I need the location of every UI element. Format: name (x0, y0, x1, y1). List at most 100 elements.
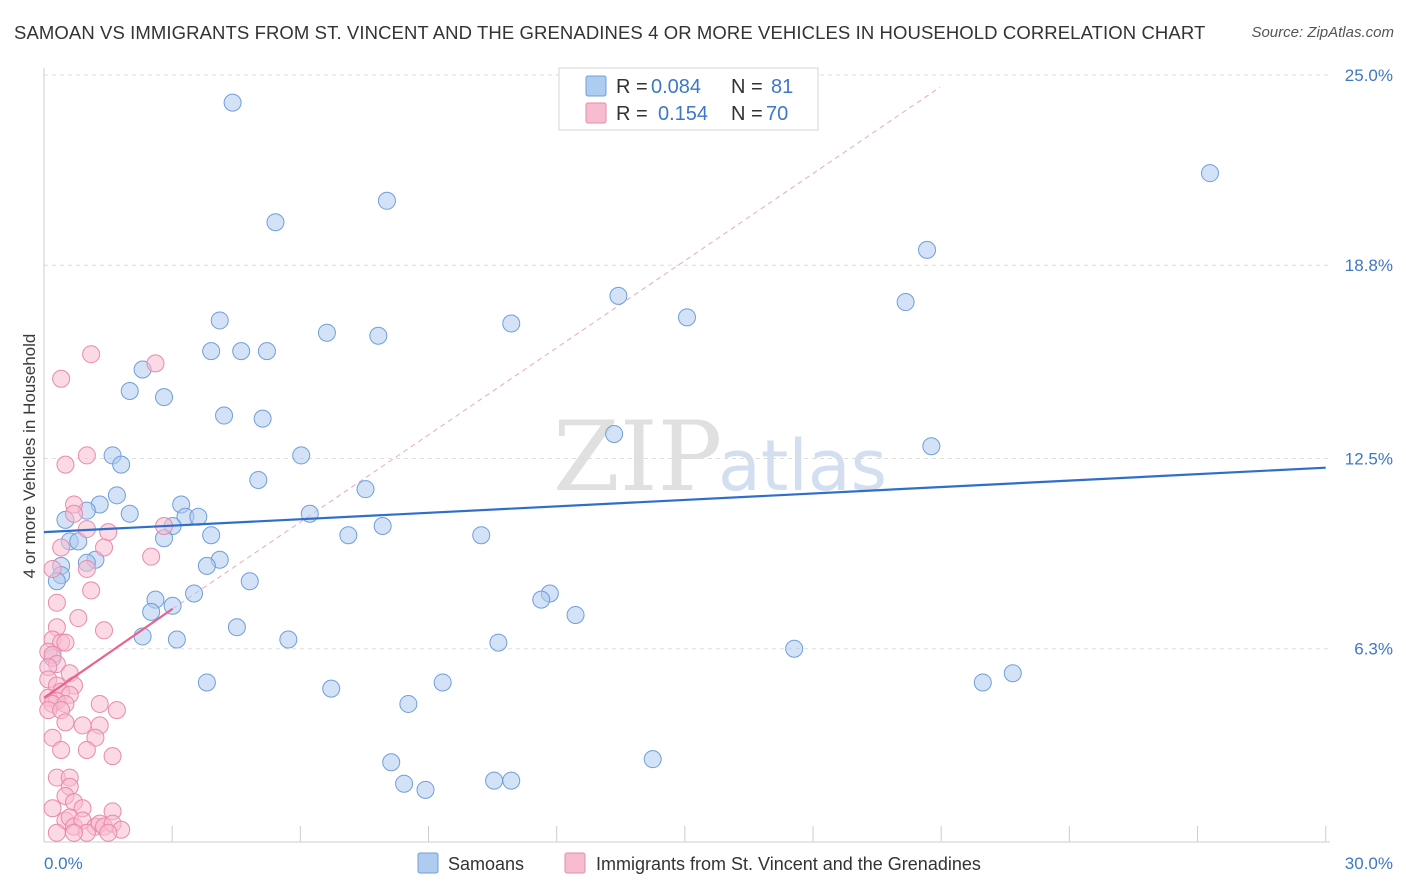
samoans-point (120, 504, 139, 523)
samoans-point (399, 694, 418, 713)
y-axis-label: 4 or more Vehicles in Household (20, 334, 39, 579)
svg-immigrants-trend-line (43, 607, 174, 699)
samoans-point (232, 342, 251, 361)
samoans-point (69, 532, 88, 551)
svg-immigrants-point (43, 799, 62, 818)
samoans-point (266, 213, 285, 232)
samoans-point (185, 584, 204, 603)
diagonal-reference-line (172, 86, 941, 610)
samoans-point (249, 470, 268, 489)
svg-immigrants-point (146, 354, 165, 373)
svg-immigrants-point (52, 538, 71, 557)
svg-immigrants-point (52, 740, 71, 759)
samoans-point (416, 780, 435, 799)
samoans-trend-line (43, 466, 1326, 534)
samoans-point (472, 526, 491, 545)
samoans-point (107, 486, 126, 505)
samoans-point (189, 507, 208, 526)
samoans-point (112, 455, 131, 474)
svg-immigrants-point (43, 728, 62, 747)
y-tick-label: 25.0% (1345, 66, 1393, 85)
legend-n-label-samoans: N = (731, 76, 763, 98)
samoans-point (395, 774, 414, 793)
series-legend: Samoans Immigrants from St. Vincent and … (417, 852, 981, 874)
samoans-point (167, 630, 186, 649)
svg-immigrants-point (65, 823, 84, 842)
samoans-point (197, 556, 216, 575)
legend-n-label-svg-immigrants: N = (731, 103, 763, 125)
svg-immigrants-point (142, 547, 161, 566)
svg-immigrants-point (95, 538, 114, 557)
samoans-point (918, 240, 937, 259)
svg-immigrants-point (95, 621, 114, 640)
svg-immigrants-point (77, 740, 96, 759)
samoans-point (292, 446, 311, 465)
svg-immigrants-point (43, 559, 62, 578)
series-legend-swatch-samoans (417, 852, 439, 874)
legend-swatch-svg-immigrants (585, 102, 607, 124)
samoans-point (155, 388, 174, 407)
svg-immigrants-point (82, 581, 101, 600)
samoans-point (896, 293, 915, 312)
samoans-point (433, 673, 452, 692)
svg-immigrants-point (99, 823, 118, 842)
gridlines (44, 74, 1330, 650)
svg-immigrants-point (77, 559, 96, 578)
watermark-zip: ZIP (553, 401, 722, 513)
samoans-point (502, 314, 521, 333)
svg-immigrants-point (47, 823, 66, 842)
samoans-point (120, 382, 139, 401)
chart-title: SAMOAN VS IMMIGRANTS FROM ST. VINCENT AN… (14, 22, 1206, 43)
svg-immigrants-point (52, 369, 71, 388)
legend-n-value-svg-immigrants: 70 (766, 103, 788, 125)
samoans-point (609, 286, 628, 305)
series-legend-label-samoans: Samoans (448, 854, 524, 874)
svg-immigrants-point (107, 701, 126, 720)
source-credit: Source: ZipAtlas.com (1251, 24, 1394, 41)
samoans-point (1200, 164, 1219, 183)
svg-immigrants-point (73, 716, 92, 735)
samoans-point (322, 679, 341, 698)
samoans-point (605, 424, 624, 443)
samoans-point (253, 409, 272, 428)
legend-r-label-svg-immigrants: R = (616, 103, 648, 125)
svg-immigrants-point (99, 523, 118, 542)
samoans-point (257, 342, 276, 361)
samoans-points (43, 93, 1219, 799)
y-tick-labels: 6.3% 12.5% 18.8% 25.0% (1345, 66, 1393, 659)
legend-swatch-samoans (585, 75, 607, 97)
svg-immigrants-point (65, 504, 84, 523)
samoans-point (197, 673, 216, 692)
x-axis-ticks (171, 826, 1327, 842)
samoans-point (373, 516, 392, 535)
samoans-point (227, 618, 246, 637)
samoans-point (356, 480, 375, 499)
legend-r-value-svg-immigrants: 0.154 (658, 103, 708, 125)
samoans-point (502, 771, 521, 790)
samoans-point (643, 750, 662, 769)
samoans-point (922, 437, 941, 456)
legend-n-value-samoans: 81 (771, 76, 793, 98)
samoans-point (317, 323, 336, 342)
svg-immigrants-point (56, 713, 75, 732)
svg-immigrants-point (86, 728, 105, 747)
legend-r-label-samoans: R = (616, 76, 648, 98)
samoans-point (377, 191, 396, 210)
samoans-point (489, 633, 508, 652)
samoans-point (1003, 664, 1022, 683)
svg-immigrants-point (47, 593, 66, 612)
svg-immigrants-point (77, 446, 96, 465)
svg-immigrants-point (90, 694, 109, 713)
y-tick-label: 18.8% (1345, 256, 1393, 275)
samoans-point (485, 771, 504, 790)
y-tick-label: 6.3% (1354, 640, 1393, 659)
samoans-point (382, 753, 401, 772)
x-tick-label-max: 30.0% (1345, 854, 1393, 873)
svg-immigrants-point (69, 609, 88, 628)
samoans-point (785, 639, 804, 658)
samoans-point (279, 630, 298, 649)
samoans-point (240, 572, 259, 591)
svg-immigrants-point (56, 455, 75, 474)
svg-immigrants-point (56, 633, 75, 652)
